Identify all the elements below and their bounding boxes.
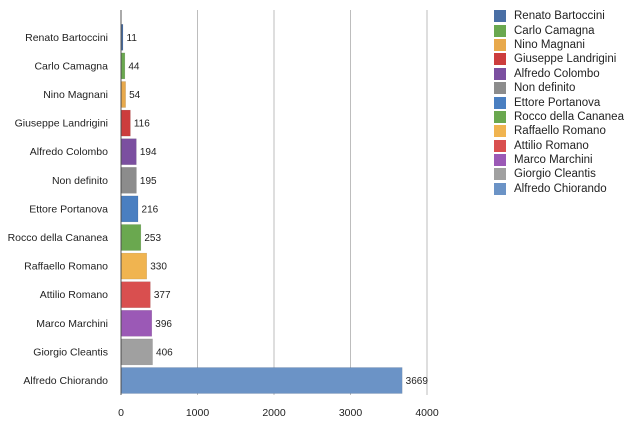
bar <box>121 281 151 308</box>
legend-label: Nino Magnani <box>514 38 585 51</box>
value-label: 11 <box>127 33 138 44</box>
grid-lines <box>197 10 428 395</box>
value-label: 377 <box>154 290 171 301</box>
category-label: Nino Magnani <box>43 89 108 101</box>
category-labels: Renato Bartoccini Carlo Camagna Nino Magna… <box>8 32 109 387</box>
value-label: 253 <box>144 233 161 244</box>
category-label: Alfredo Chiorando <box>23 375 108 387</box>
legend-swatch <box>494 10 506 23</box>
legend-item: Carlo Camagna <box>494 23 624 37</box>
value-label: 396 <box>155 319 172 330</box>
value-label: 116 <box>134 119 150 130</box>
bar <box>121 24 124 51</box>
legend-swatch <box>494 154 506 167</box>
bar <box>121 310 153 337</box>
legend-label: Giuseppe Landrigini <box>514 53 617 66</box>
legend-label: Attilio Romano <box>514 139 589 152</box>
value-label: 406 <box>156 347 173 358</box>
legend-swatch <box>494 67 506 80</box>
value-label: 194 <box>140 147 157 158</box>
category-label: Carlo Camagna <box>34 60 108 72</box>
legend-swatch <box>494 125 506 138</box>
category-label: Renato Bartoccini <box>25 32 108 44</box>
category-label: Raffaello Romano <box>24 261 108 273</box>
category-label: Ettore Portanova <box>29 203 108 215</box>
bar <box>121 252 147 280</box>
legend-item: Ettore Portanova <box>494 95 624 109</box>
category-label: Marco Marchini <box>36 318 108 330</box>
category-label: Alfredo Colombo <box>30 146 108 158</box>
legend-label: Alfredo Chiorando <box>514 182 607 195</box>
legend-label: Rocco della Cananea <box>514 110 624 123</box>
legend-item: Renato Bartoccini <box>494 9 624 23</box>
value-label: 3669 <box>406 376 429 387</box>
bar <box>121 109 131 137</box>
legend-swatch <box>494 110 506 123</box>
x-tick-label: 2000 <box>262 407 286 419</box>
x-axis-ticks: 0 1000 2000 3000 4000 <box>118 407 439 419</box>
legend-swatch <box>494 182 506 195</box>
value-label: 216 <box>142 204 159 215</box>
legend-label: Alfredo Colombo <box>514 67 600 80</box>
bar <box>121 367 403 394</box>
bars <box>121 24 403 394</box>
legend-item: Rocco della Cananea <box>494 110 624 124</box>
value-label: 195 <box>140 176 157 187</box>
legend-label: Carlo Camagna <box>514 24 595 37</box>
legend-swatch <box>494 53 506 66</box>
legend-item: Attilio Romano <box>494 139 624 153</box>
legend: Renato Bartoccini Carlo Camagna Nino Magna… <box>494 9 624 196</box>
category-label: Attilio Romano <box>40 289 108 301</box>
legend-label: Marco Marchini <box>514 154 593 167</box>
bar <box>121 338 153 366</box>
bar <box>121 81 126 108</box>
legend-item: Giorgio Cleantis <box>494 167 624 181</box>
value-label: 44 <box>128 61 140 72</box>
category-label: Giorgio Cleantis <box>33 346 108 358</box>
bar <box>121 167 137 194</box>
value-label: 54 <box>129 90 141 101</box>
bar <box>121 224 142 251</box>
legend-label: Non definito <box>514 82 576 95</box>
legend-item: Giuseppe Landrigini <box>494 52 624 66</box>
x-tick-label: 3000 <box>339 407 363 419</box>
category-label: Non definito <box>52 175 108 187</box>
legend-swatch <box>494 82 506 95</box>
legend-swatch <box>494 139 506 152</box>
legend-label: Raffaello Romano <box>514 125 606 138</box>
legend-item: Alfredo Chiorando <box>494 182 624 196</box>
legend-swatch <box>494 168 506 181</box>
value-labels: 11 44 54 116 194 195 216 253 330 377 396 406 3669 <box>127 33 429 387</box>
legend-item: Alfredo Colombo <box>494 67 624 81</box>
legend-item: Nino Magnani <box>494 38 624 52</box>
legend-label: Renato Bartoccini <box>514 10 605 23</box>
bar <box>121 52 126 80</box>
value-label: 330 <box>150 262 167 273</box>
legend-label: Ettore Portanova <box>514 96 601 109</box>
legend-swatch <box>494 96 506 109</box>
legend-item: Non definito <box>494 81 624 95</box>
x-tick-label: 0 <box>118 407 124 419</box>
legend-item: Marco Marchini <box>494 153 624 167</box>
bar <box>121 138 137 165</box>
bar <box>121 195 139 223</box>
category-label: Giuseppe Landrigini <box>15 118 108 130</box>
legend-label: Giorgio Cleantis <box>514 168 596 181</box>
legend-swatch <box>494 38 506 51</box>
legend-swatch <box>494 24 506 37</box>
x-tick-label: 1000 <box>186 407 210 419</box>
category-label: Rocco della Cananea <box>8 232 109 244</box>
legend-item: Raffaello Romano <box>494 124 624 138</box>
x-tick-label: 4000 <box>415 407 439 419</box>
